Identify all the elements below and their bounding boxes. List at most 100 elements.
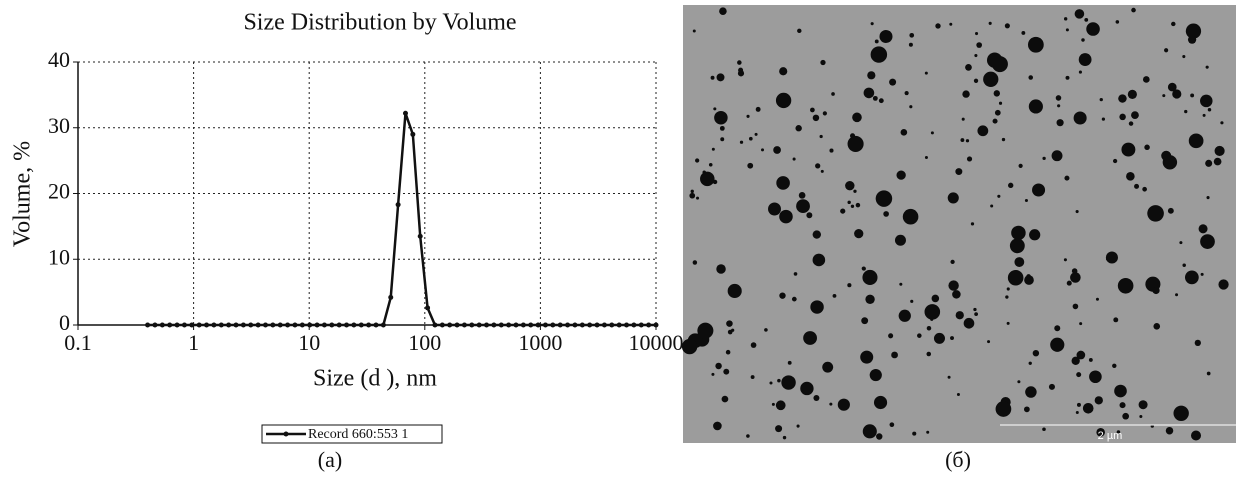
particle — [1050, 337, 1065, 352]
series-line — [147, 112, 656, 327]
data-point — [152, 322, 158, 328]
y-tick-label: 0 — [59, 310, 70, 335]
particle — [1032, 349, 1040, 357]
data-point — [321, 322, 327, 328]
particle — [1084, 17, 1089, 22]
particle — [949, 22, 953, 26]
particle — [948, 280, 959, 291]
particle — [992, 118, 998, 124]
particle — [1121, 142, 1136, 157]
particle — [1024, 275, 1034, 285]
particle — [975, 32, 979, 36]
particle — [697, 322, 714, 339]
particle — [1161, 150, 1172, 161]
particle — [737, 70, 745, 77]
particle — [1147, 205, 1164, 222]
data-point — [196, 322, 202, 328]
particle — [956, 392, 960, 396]
particle — [712, 179, 718, 185]
particle — [1138, 400, 1148, 410]
particle — [993, 90, 1001, 97]
particle — [1008, 182, 1014, 189]
particle — [1089, 370, 1102, 384]
particle — [815, 163, 821, 169]
particle — [1167, 207, 1174, 214]
particle — [955, 311, 964, 320]
particle — [899, 282, 903, 286]
particle — [792, 157, 796, 161]
data-point — [262, 322, 268, 328]
y-axis-label: Volume, % — [10, 141, 36, 247]
data-point — [484, 322, 490, 328]
particle — [870, 22, 874, 26]
particle — [1205, 159, 1213, 167]
particle — [1001, 137, 1006, 142]
particle — [1220, 121, 1224, 125]
data-point — [520, 322, 526, 328]
particle — [870, 46, 888, 63]
particle — [764, 328, 768, 332]
data-point — [358, 322, 364, 328]
x-tick-label: 0.1 — [64, 330, 92, 355]
particle — [779, 67, 788, 76]
particle — [832, 293, 837, 298]
particle — [696, 196, 700, 200]
particle — [898, 309, 911, 322]
particle — [800, 381, 814, 396]
particle — [748, 136, 753, 141]
data-point — [211, 322, 217, 328]
particle — [1173, 405, 1189, 421]
x-axis-label: Size (d ), nm — [313, 366, 437, 392]
data-point — [277, 322, 283, 328]
particle — [769, 381, 773, 385]
particle — [1171, 21, 1176, 27]
data-point — [167, 322, 173, 328]
particle — [726, 320, 733, 327]
particle — [894, 234, 906, 246]
particle — [708, 162, 713, 167]
data-point — [432, 322, 438, 328]
particle — [1113, 317, 1119, 323]
particle — [931, 294, 940, 303]
particle — [831, 92, 835, 96]
particle — [900, 128, 908, 136]
micrograph — [681, 5, 1236, 443]
data-point — [410, 131, 416, 137]
particle — [1206, 371, 1211, 376]
particle — [779, 292, 786, 299]
particle — [1029, 229, 1041, 241]
particle — [755, 106, 761, 112]
particle — [1135, 184, 1139, 188]
particle — [795, 125, 802, 132]
y-tick-label: 20 — [48, 179, 70, 204]
particle — [1066, 280, 1072, 286]
data-point — [174, 322, 180, 328]
particle — [987, 340, 991, 344]
caption: (a) — [318, 447, 342, 472]
particle — [775, 92, 792, 109]
particle — [820, 59, 826, 66]
particle — [1200, 94, 1213, 108]
particle — [1112, 158, 1118, 164]
particle — [702, 170, 706, 174]
particle — [690, 189, 694, 194]
particle — [810, 300, 824, 314]
particle — [988, 21, 992, 25]
particle — [847, 283, 852, 288]
scale-bar-label: 2 µm — [1098, 430, 1123, 442]
particle — [813, 395, 820, 402]
particle — [950, 336, 954, 341]
particle — [1024, 198, 1028, 203]
data-point — [159, 322, 165, 328]
data-point — [631, 322, 637, 328]
particle — [787, 360, 792, 365]
particle — [796, 199, 810, 213]
particle — [966, 156, 973, 162]
particle — [1194, 339, 1201, 346]
particle — [692, 260, 698, 265]
particle — [829, 148, 834, 153]
particle — [1128, 121, 1134, 126]
particle — [1184, 109, 1188, 114]
particle — [891, 351, 898, 359]
